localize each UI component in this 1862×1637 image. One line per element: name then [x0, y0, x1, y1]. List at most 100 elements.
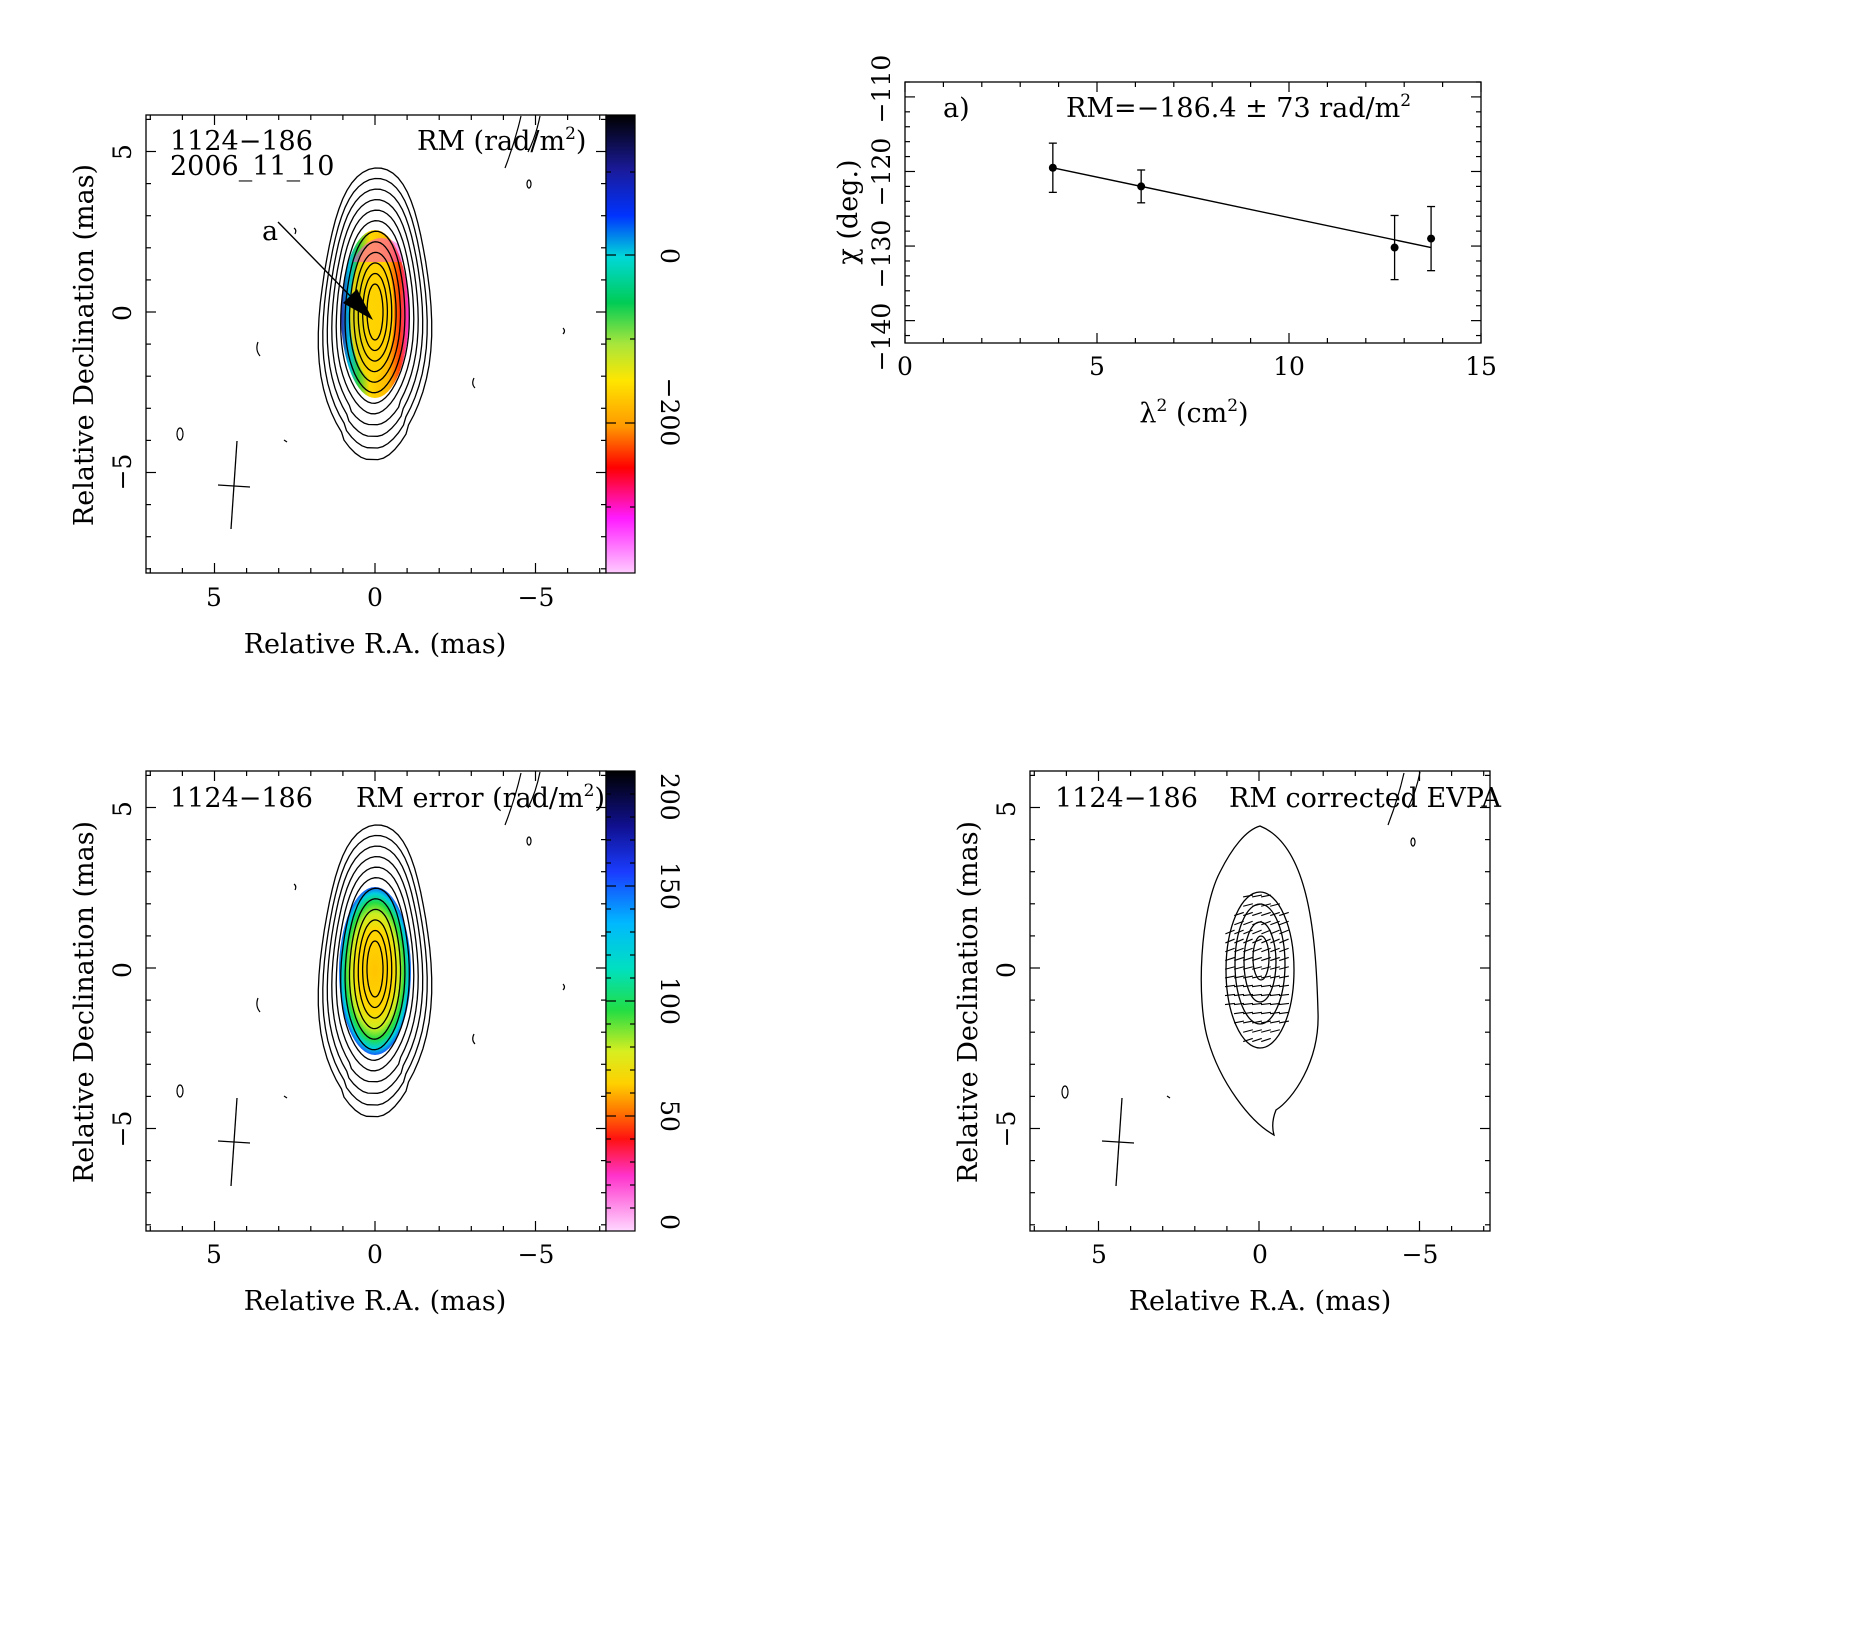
rm-error-colorbar-tick-0: 200	[655, 773, 684, 821]
rm-fit-data	[1048, 142, 1436, 281]
evpa-vector	[1233, 1011, 1245, 1015]
rm-map-panel: 0 −200 a 1124−186 2006_11_10 RM (rad/m2)…	[69, 114, 684, 660]
rm-x-tick-0: 5	[206, 583, 222, 612]
rm-error-y-tick-1: 0	[108, 962, 137, 978]
evpa-vector	[1243, 920, 1253, 926]
intensity-contour	[348, 898, 402, 1040]
evpa-vector	[1225, 929, 1235, 935]
rm-fit-ticks	[904, 81, 1482, 343]
evpa-y-tick-0: 5	[992, 801, 1021, 817]
evpa-vector	[1261, 929, 1271, 935]
intensity-contour	[335, 866, 415, 1072]
evpa-vector	[1270, 947, 1280, 953]
intensity-contour	[331, 198, 419, 426]
rm-fit-panel: a) RM=−186.4 ± 73 rad/m2 0 5 10 15 −110 …	[833, 55, 1497, 429]
evpa-x-tick-1: 0	[1252, 1240, 1268, 1269]
evpa-vector	[1260, 1020, 1272, 1024]
evpa-vector	[1261, 956, 1271, 962]
evpa-vector	[1234, 938, 1244, 944]
rm-fit-x-tick-2: 10	[1273, 352, 1305, 381]
evpa-vector	[1270, 929, 1280, 935]
rm-y-tick-2: −5	[108, 454, 137, 491]
intensity-contour	[344, 230, 406, 394]
intensity-contour	[353, 251, 397, 373]
evpa-panel: 1124−186 RM corrected EVPA 5 0 −5 5 0 −5…	[953, 770, 1501, 1317]
intensity-contour	[353, 908, 397, 1030]
evpa-vector	[1261, 1029, 1271, 1033]
intensity-contour	[335, 209, 415, 415]
evpa-vector	[1243, 947, 1253, 953]
rm-colorbar-tick-0: 0	[655, 248, 684, 264]
evpa-vector	[1260, 993, 1272, 997]
rm-error-xlabel: Relative R.A. (mas)	[244, 1286, 507, 1317]
evpa-vector	[1279, 956, 1289, 962]
evpa-vector	[1260, 1002, 1272, 1006]
evpa-vector	[1252, 1037, 1262, 1043]
evpa-vector	[1251, 1020, 1263, 1024]
evpa-vector	[1225, 947, 1235, 953]
rm-map-label: RM (rad/m2)	[417, 124, 586, 157]
evpa-x-tick-0: 5	[1091, 1240, 1107, 1269]
evpa-vector	[1278, 984, 1290, 988]
intensity-contour	[322, 177, 428, 449]
evpa-vector	[1242, 1011, 1254, 1015]
evpa-vector	[1252, 929, 1262, 935]
intensity-contour	[340, 877, 410, 1061]
evpa-vector	[1261, 966, 1271, 970]
rm-x-tick-2: −5	[518, 583, 555, 612]
evpa-vector	[1251, 975, 1263, 979]
evpa-vector	[1242, 984, 1254, 988]
rm-fit-frame	[904, 81, 1482, 344]
rm-fit-y-tick-3: −140	[867, 303, 896, 372]
evpa-vector	[1261, 911, 1271, 917]
rm-error-colorbar-tick-3: 50	[655, 1100, 684, 1132]
evpa-vector	[1270, 966, 1280, 970]
rm-error-color-region	[339, 887, 411, 1055]
rm-fit-ylabel: χ (deg.)	[833, 159, 864, 264]
evpa-vector	[1251, 1002, 1263, 1006]
rm-fit-y-tick-2: −130	[867, 220, 896, 289]
evpa-vector	[1224, 975, 1236, 979]
evpa-y-tick-1: 0	[992, 962, 1021, 978]
evpa-vector	[1225, 938, 1235, 944]
evpa-vector	[1243, 903, 1253, 907]
evpa-x-tick-2: −5	[1402, 1240, 1439, 1269]
evpa-vector	[1243, 956, 1253, 962]
evpa-vector	[1261, 920, 1271, 926]
evpa-vector	[1243, 938, 1253, 944]
evpa-vector	[1234, 966, 1244, 970]
rm-color-core	[350, 246, 394, 378]
rm-y-tick-1: 0	[108, 305, 137, 321]
intensity-contour	[366, 940, 384, 998]
evpa-ticks	[1030, 771, 1490, 1231]
evpa-vector	[1260, 975, 1272, 979]
intensity-contour	[331, 855, 419, 1083]
rm-fit-y-tick-1: −120	[867, 138, 896, 207]
evpa-vector	[1270, 920, 1280, 926]
evpa-vector	[1270, 911, 1280, 917]
rm-xlabel: Relative R.A. (mas)	[244, 629, 507, 660]
evpa-vector	[1261, 1037, 1271, 1043]
rm-fit-x-tick-0: 0	[897, 352, 913, 381]
evpa-vector	[1279, 911, 1289, 917]
rm-fit-x-tick-1: 5	[1089, 352, 1105, 381]
rm-colorbar-tick-1: −200	[655, 378, 684, 447]
rm-colorbar-ticks	[606, 171, 635, 508]
rm-error-beam	[217, 1097, 251, 1187]
evpa-ylabel: Relative Declination (mas)	[953, 821, 984, 1183]
evpa-vector	[1233, 975, 1245, 979]
evpa-vector	[1234, 911, 1244, 917]
rm-fit-annotation: RM=−186.4 ± 73 rad/m2	[1066, 91, 1411, 124]
evpa-vector	[1269, 975, 1281, 979]
evpa-vector	[1252, 938, 1262, 944]
data-point	[1137, 182, 1146, 191]
evpa-vector	[1234, 947, 1244, 953]
evpa-vector	[1242, 1002, 1254, 1006]
evpa-frame	[1029, 770, 1491, 1232]
evpa-vector	[1270, 956, 1280, 962]
rm-error-x-tick-1: 0	[367, 1240, 383, 1269]
evpa-xlabel: Relative R.A. (mas)	[1129, 1286, 1392, 1317]
intensity-contour	[317, 824, 433, 1118]
rm-error-source-label: 1124−186	[170, 783, 313, 814]
rm-source-label: 1124−186	[170, 126, 313, 157]
